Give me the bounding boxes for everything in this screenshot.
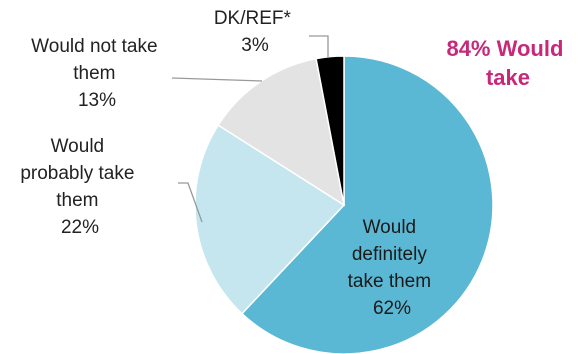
pie-slices — [194, 55, 494, 354]
leader-line-would-not — [171, 77, 263, 82]
slice-label-definitely: Would definitely take them 62% — [348, 217, 437, 319]
slice-label-dk-ref: DK/REF* 3% — [214, 8, 296, 56]
slice-label-would-not: Would not take them 13% — [31, 36, 163, 111]
slice-label-probably: Would probably take them 22% — [20, 136, 139, 238]
leader-line-probably — [178, 182, 203, 223]
slice-definitely — [240, 55, 494, 354]
slice-would-not — [217, 57, 346, 207]
slice-probably — [194, 124, 346, 315]
leader-line-dk-ref — [309, 35, 329, 58]
leader-lines — [171, 35, 329, 223]
callout-total-would-take: 84% Would take — [446, 36, 569, 90]
slice-dk-ref — [315, 55, 345, 206]
